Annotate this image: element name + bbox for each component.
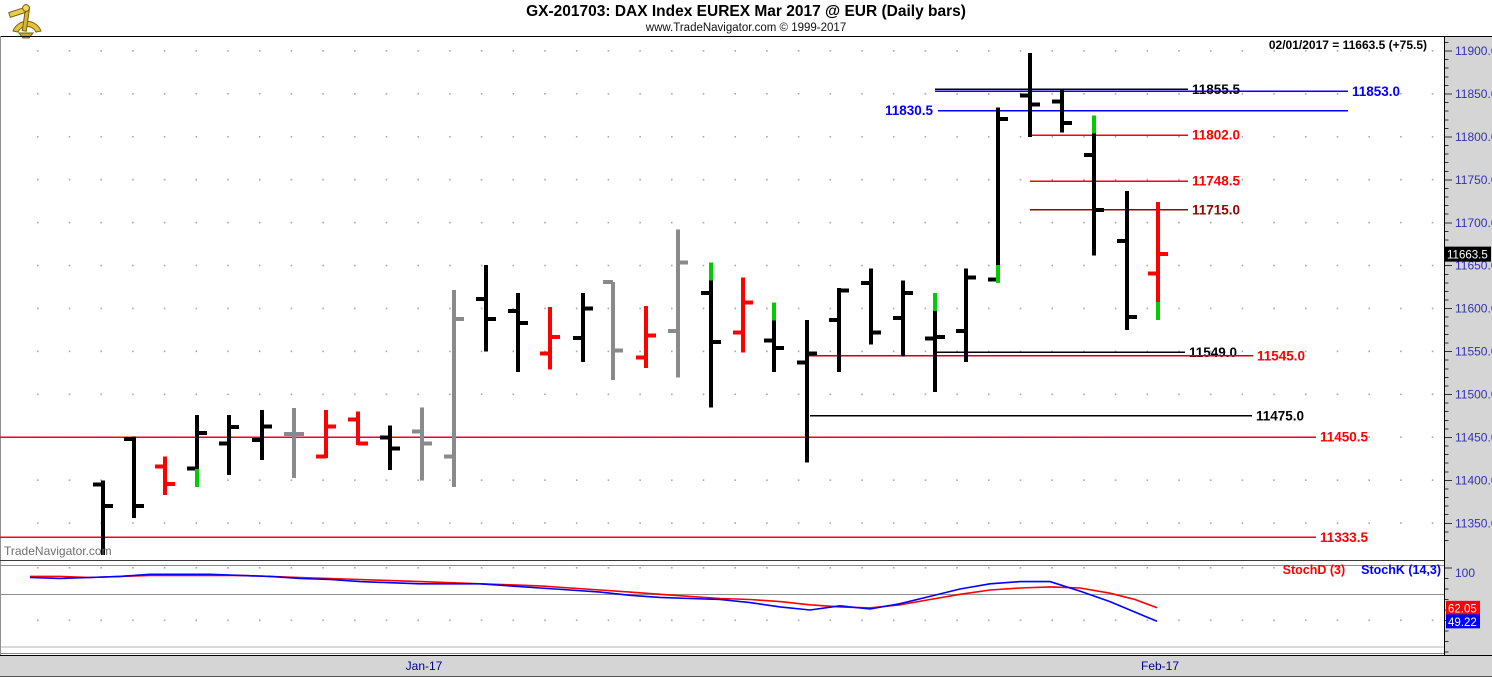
ohlc-bar[interactable] [956,268,976,362]
ohlc-bar[interactable] [412,407,432,481]
ohlc-bar[interactable] [1052,88,1072,133]
price-axis-label: 11500.0 [1455,388,1492,402]
ohlc-bar[interactable] [316,409,336,459]
price-axis-label: 11600.0 [1455,302,1492,316]
stoch-axis-top-label: 100 [1455,566,1475,580]
price-axis-label: 11850.0 [1455,87,1492,101]
tradenavigator-logo-icon[interactable] [5,1,47,41]
ohlc-bar[interactable] [93,480,113,556]
grid-dots [37,50,1434,622]
ohlc-bar[interactable] [1084,115,1104,256]
price-level[interactable]: 11450.5 [0,430,1369,445]
price-level[interactable]: 11715.0 [1030,202,1240,217]
ohlc-bar[interactable] [284,408,304,478]
ohlc-bar[interactable] [187,415,207,488]
ohlc-bar[interactable] [797,319,817,463]
price-level-label: 11450.5 [1320,430,1369,445]
price-level[interactable]: 11475.0 [810,408,1304,423]
price-levels: 11855.5 11853.0 11830.5 11802.0 11748.5 11715… [0,82,1400,545]
price-level[interactable]: 11830.5 [885,103,1348,118]
ohlc-bar[interactable] [861,268,881,345]
ohlc-bar[interactable] [764,302,784,373]
price-level-label: 11545.0 [1257,348,1305,363]
price-axis-label: 11750.0 [1455,173,1492,187]
stochk-value-text: 49.22 [1448,617,1477,629]
ohlc-bar[interactable] [1117,191,1137,331]
price-axis-label: 11900.0 [1455,44,1492,58]
price-level[interactable]: 11333.5 [0,530,1369,545]
price-level-label: 11715.0 [1192,202,1240,217]
stochk-legend-label[interactable]: StochK (14,3) [1361,563,1441,577]
stochd-value-text: 62.05 [1448,603,1477,615]
time-axis: Jan-17 Feb-17 [406,659,1180,673]
stoch-legend: StochD (3) StochK (14,3) [1283,563,1441,577]
ohlc-bar[interactable] [124,436,144,519]
ohlc-bar[interactable] [573,293,593,362]
price-level[interactable]: 11545.0 [808,348,1305,363]
price-axis-label: 11800.0 [1455,130,1492,144]
price-axis-label: 11700.0 [1455,216,1492,230]
price-axis-label: 11550.0 [1455,345,1492,359]
ohlc-bar[interactable] [988,107,1008,283]
price-axis-strip[interactable] [1444,36,1492,655]
ohlc-bar[interactable] [925,293,945,392]
ohlc-bar[interactable] [380,425,400,471]
ohlc-bar[interactable] [668,229,688,378]
stoch-panel [29,573,1158,623]
stochk-value-badge [1446,614,1480,629]
stochd-legend-label[interactable]: StochD (3) [1282,563,1346,577]
price-level-label: 11830.5 [885,103,934,118]
ohlc-bar[interactable] [603,280,623,380]
price-level-label: 11855.5 [1192,82,1241,97]
price-axis-label: 11400.0 [1455,473,1492,487]
price-bars [93,52,1168,556]
stoch-axis: 100 62.05 49.22 [1445,566,1480,653]
ohlc-bar[interactable] [701,262,721,408]
price-level[interactable]: 11853.0 [935,84,1400,99]
price-axis-label: 11350.0 [1455,516,1492,530]
price-level-label: 11333.5 [1320,530,1369,545]
price-axis-label: 11650.0 [1455,259,1492,273]
stochd-value-badge [1446,600,1480,615]
price-level-label: 11853.0 [1352,84,1400,99]
stochk-line [29,573,1158,623]
ohlc-bar[interactable] [444,289,464,488]
ohlc-bar[interactable] [733,277,753,353]
month-label: Feb-17 [1141,659,1179,673]
ohlc-bar[interactable] [348,411,368,446]
price-level-label: 11748.5 [1192,174,1241,189]
price-level-label: 11549.0 [1189,345,1237,360]
ohlc-bar[interactable] [893,280,913,357]
last-price-badge: 11663.5 [1445,246,1491,262]
ohlc-bar[interactable] [1020,52,1040,137]
price-level-label: 11802.0 [1192,128,1240,143]
price-level[interactable]: 11855.5 [935,82,1241,97]
price-axis-label: 11450.0 [1455,430,1492,444]
price-level-label: 11475.0 [1256,408,1304,423]
ohlc-bar[interactable] [636,306,656,368]
price-level[interactable]: 11748.5 [1030,174,1241,189]
ohlc-bar[interactable] [252,409,272,460]
month-label: Jan-17 [406,659,443,673]
ohlc-bar[interactable] [155,456,175,495]
price-level[interactable]: 11549.0 [935,345,1237,360]
time-axis-strip[interactable] [0,655,1492,677]
ohlc-bar[interactable] [1148,202,1168,320]
ohlc-bar[interactable] [508,293,528,373]
price-axis: 11900.0 11850.0 11800.0 11750.0 11700.0 11650… [1445,41,1492,541]
price-level[interactable]: 11802.0 [1030,128,1240,143]
watermark-text: TradeNavigator.com [4,544,112,558]
chart-subtitle: www.TradeNavigator.com © 1999-2017 [645,22,847,34]
ohlc-bar[interactable] [540,306,560,370]
ohlc-bar[interactable] [219,415,239,476]
last-price-badge-text: 11663.5 [1447,250,1488,262]
ohlc-bar[interactable] [829,288,849,373]
quote-date-annotation: 02/01/2017 = 11663.5 (+75.5) [1268,38,1427,52]
chart-title: GX-201703: DAX Index EUREX Mar 2017 @ EU… [526,3,966,20]
ohlc-bar[interactable] [476,264,496,352]
